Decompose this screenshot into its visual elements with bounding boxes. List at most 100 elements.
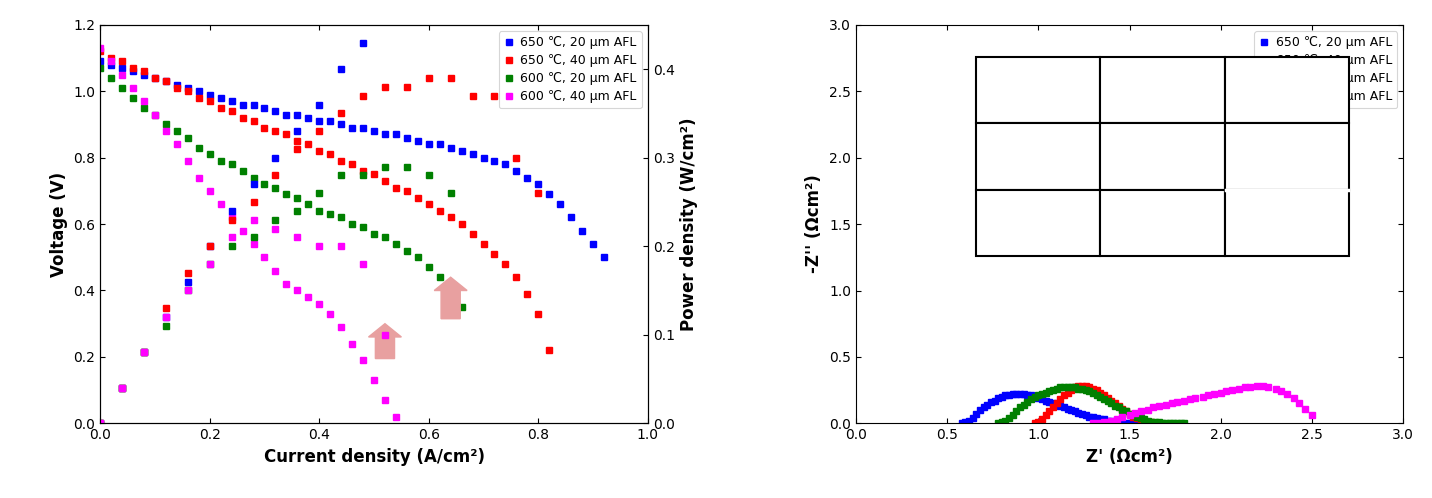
Text: 0.82: 0.82 <box>1144 149 1181 164</box>
650 ℃, 20 μm AFL <box>365 128 382 134</box>
600 ℃, 20 μm AFL <box>1058 384 1075 390</box>
600 ℃, 40 μm AFL <box>245 241 262 247</box>
600 ℃, 40 μm AFL <box>266 267 284 273</box>
FancyArrow shape <box>368 324 401 359</box>
600 ℃, 40 μm AFL <box>344 341 361 347</box>
600 ℃, 20 μm AFL <box>223 161 241 167</box>
650 ℃, 40 μm AFL <box>431 208 448 214</box>
650 ℃, 20 μm AFL <box>987 398 1004 404</box>
650 ℃, 20 μm AFL <box>179 85 196 91</box>
600 ℃, 40 μm AFL <box>387 414 404 420</box>
650 ℃, 20 μm AFL <box>596 254 613 260</box>
600 ℃, 20 μm AFL <box>355 225 372 231</box>
Line: 600 ℃, 40 μm AFL: 600 ℃, 40 μm AFL <box>1090 383 1315 426</box>
600 ℃, 20 μm AFL <box>103 75 120 81</box>
650 ℃, 40 μm AFL <box>464 231 481 237</box>
600 ℃, 20 μm AFL <box>278 191 295 197</box>
600 ℃, 40 μm AFL <box>1114 414 1131 420</box>
650 ℃, 20 μm AFL <box>1088 415 1106 421</box>
600 ℃, 40 μm AFL <box>1194 394 1211 400</box>
650 ℃, 40 μm AFL <box>1103 398 1120 404</box>
650 ℃, 40 μm AFL <box>355 168 372 174</box>
650 ℃, 20 μm AFL <box>245 102 262 108</box>
650 ℃, 20 μm AFL <box>518 175 536 181</box>
600 ℃, 40 μm AFL <box>1163 400 1180 406</box>
600 ℃, 20 μm AFL <box>146 112 163 118</box>
650 ℃, 40 μm AFL <box>1055 392 1073 398</box>
X-axis label: Z' (Ωcm²): Z' (Ωcm²) <box>1087 448 1173 466</box>
650 ℃, 40 μm AFL <box>1074 383 1091 389</box>
600 ℃, 20 μm AFL <box>299 201 316 207</box>
650 ℃, 40 μm AFL <box>508 274 526 280</box>
600 ℃, 20 μm AFL <box>344 221 361 227</box>
650 ℃, 20 μm AFL <box>485 158 503 164</box>
600 ℃, 20 μm AFL <box>1051 384 1068 390</box>
600 ℃, 20 μm AFL <box>125 95 142 101</box>
650 ℃, 40 μm AFL <box>190 95 208 101</box>
600 ℃, 20 μm AFL <box>233 168 251 174</box>
650 ℃, 20 μm AFL <box>954 420 971 426</box>
600 ℃, 40 μm AFL <box>1121 412 1138 418</box>
650 ℃, 40 μm AFL <box>1048 400 1065 406</box>
600 ℃, 40 μm AFL <box>1181 396 1199 402</box>
650 ℃, 20 μm AFL <box>442 145 460 151</box>
650 ℃, 40 μm AFL <box>387 185 404 191</box>
650 ℃, 40 μm AFL <box>1100 395 1117 401</box>
Legend: 650 ℃, 20 μm AFL, 650 ℃, 40 μm AFL, 600 ℃, 20 μm AFL, 600 ℃, 40 μm AFL: 650 ℃, 20 μm AFL, 650 ℃, 40 μm AFL, 600 … <box>1254 31 1398 108</box>
650 ℃, 20 μm AFL <box>223 98 241 104</box>
650 ℃, 40 μm AFL <box>377 178 394 184</box>
650 ℃, 20 μm AFL <box>322 118 339 124</box>
650 ℃, 40 μm AFL <box>158 78 175 84</box>
650 ℃, 40 μm AFL <box>1063 387 1080 393</box>
650 ℃, 40 μm AFL <box>1091 390 1108 396</box>
650 ℃, 40 μm AFL <box>420 201 437 207</box>
650 ℃, 20 μm AFL <box>1074 411 1091 417</box>
650 ℃, 20 μm AFL <box>410 138 427 144</box>
600 ℃, 40 μm AFL <box>299 294 316 300</box>
650 ℃, 20 μm AFL <box>453 148 470 154</box>
Text: 1.32: 1.32 <box>1144 215 1181 230</box>
650 ℃, 20 μm AFL <box>212 95 229 101</box>
600 ℃, 20 μm AFL <box>212 158 229 164</box>
650 ℃, 40 μm AFL <box>1088 387 1106 393</box>
650 ℃, 20 μm AFL <box>332 122 349 127</box>
600 ℃, 40 μm AFL <box>190 175 208 181</box>
650 ℃, 20 μm AFL <box>431 141 448 147</box>
650 ℃, 40 μm AFL <box>233 115 251 121</box>
600 ℃, 40 μm AFL <box>1150 403 1167 409</box>
650 ℃, 40 μm AFL <box>278 131 295 137</box>
650 ℃, 20 μm AFL <box>92 58 109 64</box>
Text: 20: 20 <box>1028 149 1050 164</box>
FancyBboxPatch shape <box>977 190 1100 256</box>
600 ℃, 40 μm AFL <box>136 98 153 104</box>
650 ℃, 40 μm AFL <box>530 311 547 317</box>
650 ℃, 40 μm AFL <box>365 171 382 177</box>
600 ℃, 40 μm AFL <box>92 45 109 51</box>
650 ℃, 40 μm AFL <box>344 161 361 167</box>
650 ℃, 40 μm AFL <box>1128 415 1146 421</box>
600 ℃, 20 μm AFL <box>190 145 208 151</box>
650 ℃, 40 μm AFL <box>1117 408 1134 414</box>
650 ℃, 40 μm AFL <box>266 128 284 134</box>
650 ℃, 20 μm AFL <box>573 228 590 234</box>
FancyBboxPatch shape <box>1224 123 1349 190</box>
650 ℃, 40 μm AFL <box>200 98 218 104</box>
600 ℃, 40 μm AFL <box>311 301 328 307</box>
600 ℃, 20 μm AFL <box>266 185 284 191</box>
600 ℃, 40 μm AFL <box>200 188 218 194</box>
650 ℃, 40 μm AFL <box>410 195 427 201</box>
600 ℃, 20 μm AFL <box>990 420 1007 426</box>
Line: 650 ℃, 40 μm AFL: 650 ℃, 40 μm AFL <box>97 49 551 353</box>
600 ℃, 40 μm AFL <box>169 141 186 147</box>
600 ℃, 20 μm AFL <box>200 151 218 157</box>
650 ℃, 40 μm AFL <box>453 221 470 227</box>
600 ℃, 40 μm AFL <box>1249 383 1266 389</box>
FancyBboxPatch shape <box>977 123 1100 190</box>
600 ℃, 40 μm AFL <box>1303 412 1320 418</box>
650 ℃, 20 μm AFL <box>169 82 186 88</box>
600 ℃, 40 μm AFL <box>1223 387 1240 393</box>
Y-axis label: Power density (W/cm²): Power density (W/cm²) <box>680 118 699 331</box>
650 ℃, 40 μm AFL <box>1081 384 1098 390</box>
600 ℃, 40 μm AFL <box>1131 408 1148 414</box>
650 ℃, 40 μm AFL <box>245 118 262 124</box>
